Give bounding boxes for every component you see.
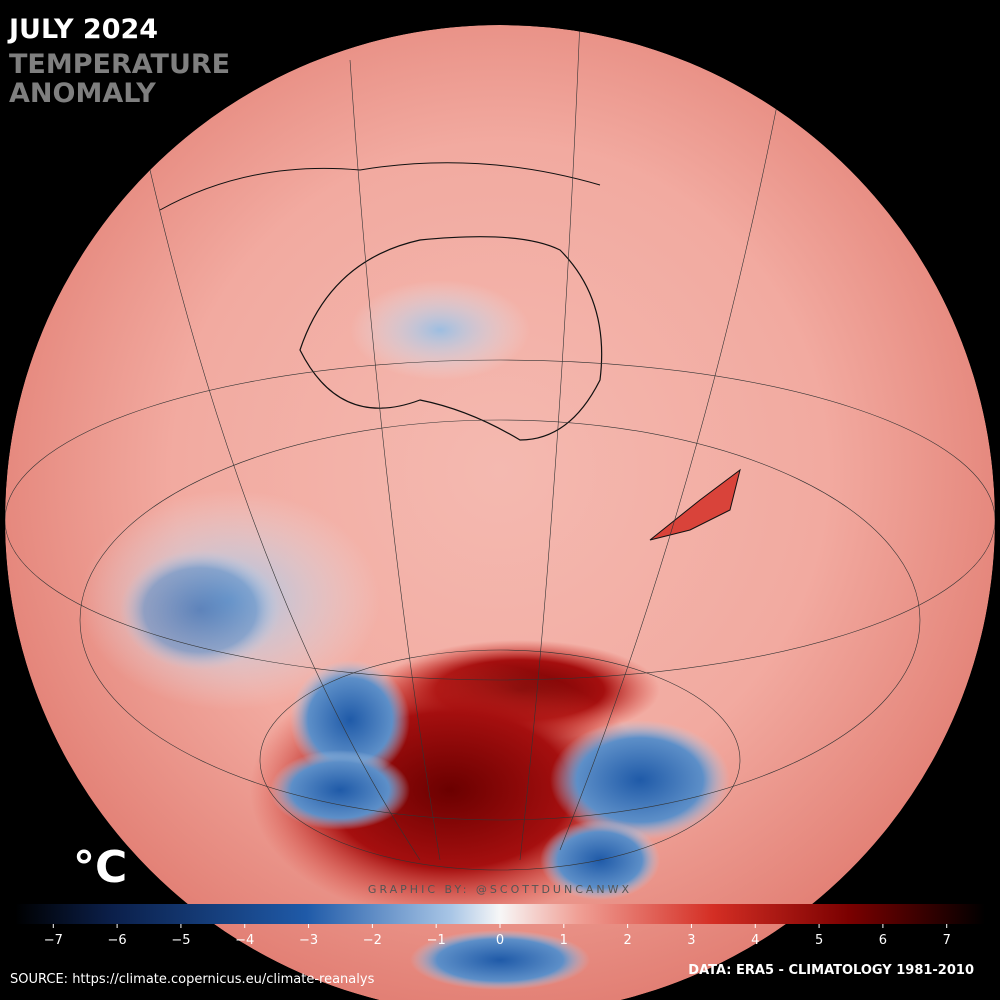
colorbar-tick-label: −4 [235, 933, 254, 948]
colorbar-tick-label: −6 [108, 933, 127, 948]
data-note: DATA: ERA5 - CLIMATOLOGY 1981-2010 [688, 963, 974, 978]
source: SOURCE: https://climate.copernicus.eu/cl… [10, 972, 375, 987]
subtitle: ANOMALY [9, 78, 156, 109]
header: JULY 2024 TEMPERATURE ANOMALY [7, 14, 230, 109]
colorbar-tick-label: 1 [560, 933, 568, 948]
colorbar-tick-label: 7 [943, 933, 951, 948]
subtitle: TEMPERATURE [9, 49, 230, 80]
colorbar [15, 904, 985, 924]
colorbar-tick-label: 4 [751, 933, 759, 948]
colorbar-tick-label: 3 [687, 933, 695, 948]
colorbar-tick-label: −2 [363, 933, 382, 948]
colorbar-tick-label: 2 [623, 933, 631, 948]
colorbar-ticks: −7 −6 −5 −4 −3 −2 −1 0 1 2 3 4 5 6 7 [44, 924, 951, 948]
colorbar-tick-label: −5 [171, 933, 190, 948]
credit: GRAPHIC BY: @SCOTTDUNCANWX [368, 883, 632, 896]
colorbar-tick-label: 6 [879, 933, 887, 948]
colorbar-tick-label: −7 [44, 933, 63, 948]
colorbar-tick-label: 5 [815, 933, 823, 948]
colorbar-tick-label: −3 [299, 933, 318, 948]
colorbar-tick-label: −1 [427, 933, 446, 948]
unit-label: °C [73, 842, 127, 893]
colorbar-tick-label: 0 [496, 933, 504, 948]
title: JULY 2024 [7, 14, 158, 45]
globe [5, 25, 995, 1000]
